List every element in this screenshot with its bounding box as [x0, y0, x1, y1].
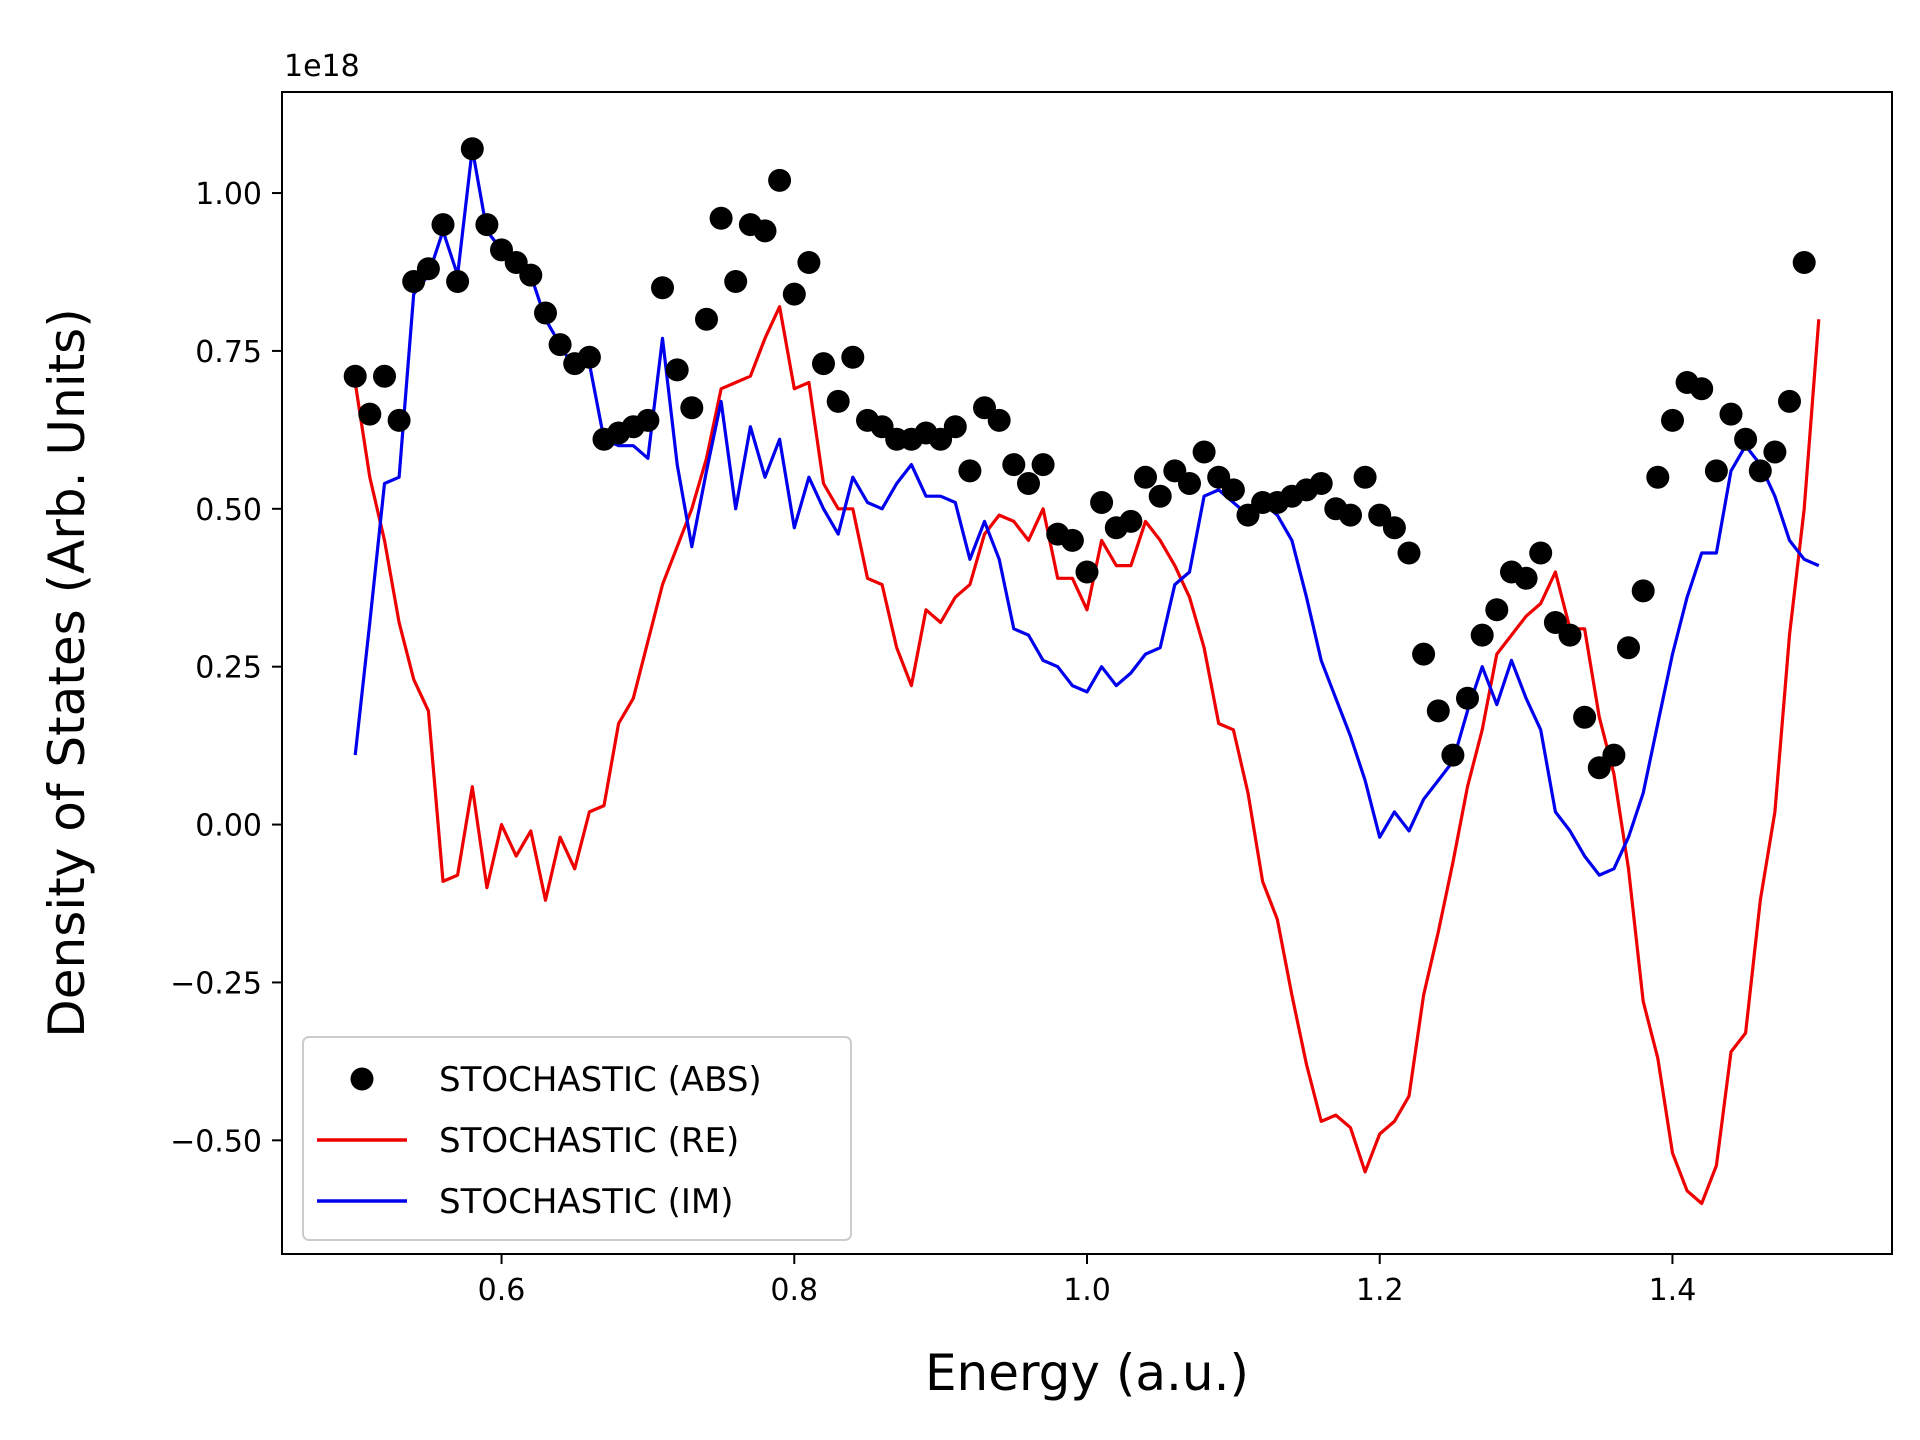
data-point: [680, 396, 704, 420]
data-point: [1661, 408, 1684, 432]
data-point: [987, 408, 1011, 432]
x-tick-label: 1.0: [1063, 1273, 1111, 1308]
legend-box: [302, 1036, 852, 1241]
x-tick-label: 0.8: [770, 1273, 818, 1308]
data-point: [1573, 705, 1597, 729]
data-point: [431, 213, 455, 237]
data-point: [387, 408, 411, 432]
data-point: [1178, 472, 1201, 495]
x-tick-label: 1.4: [1649, 1273, 1697, 1308]
legend: STOCHASTIC (ABS) STOCHASTIC (RE) STOCHASTI…: [302, 1036, 852, 1241]
data-point: [1353, 465, 1377, 489]
y-tick-label: 0.50: [195, 493, 262, 528]
data-point: [1441, 743, 1465, 767]
data-point: [943, 415, 967, 439]
data-point: [1148, 484, 1172, 508]
data-point: [1382, 516, 1406, 540]
legend-handle-marker: [350, 1067, 374, 1091]
data-point: [373, 364, 396, 388]
data-point: [724, 270, 748, 293]
y-tick-label: 1.00: [195, 177, 262, 212]
data-point: [1075, 560, 1099, 584]
data-point: [1339, 503, 1362, 527]
data-point: [753, 219, 777, 243]
data-point: [534, 301, 557, 325]
data-point: [446, 270, 470, 293]
data-point: [577, 345, 601, 369]
data-point: [1397, 541, 1421, 565]
data-point: [1646, 465, 1670, 489]
data-point: [1134, 465, 1157, 489]
series-markers-stochastic-abs: [343, 137, 1816, 780]
data-point: [1602, 743, 1626, 767]
data-point: [1412, 642, 1436, 666]
data-point: [1778, 389, 1801, 413]
data-point: [1529, 541, 1553, 565]
data-point: [1221, 478, 1245, 502]
data-point: [1456, 686, 1479, 710]
data-point: [1031, 453, 1055, 477]
data-point: [1309, 472, 1333, 495]
data-point: [826, 389, 850, 413]
y-axis-offset-text: 1e18: [284, 49, 360, 84]
data-point: [1470, 623, 1494, 647]
data-point: [1017, 472, 1040, 495]
series-line-stochastic-im: [353, 147, 1820, 877]
data-point: [1192, 440, 1216, 464]
data-point: [1719, 402, 1743, 426]
data-point: [695, 307, 718, 331]
data-point: [1090, 491, 1114, 514]
axes: 0.6 0.8 1.0 1.2 1.4 −0.50 −0.25 0.00 0.25 0.50 0.7…: [170, 177, 1696, 1308]
data-point: [1763, 440, 1787, 464]
data-point: [709, 206, 733, 230]
data-point: [1558, 623, 1582, 647]
data-point: [358, 402, 382, 426]
data-point: [1426, 699, 1450, 723]
y-axis-title: Density of States (Arb. Units): [38, 308, 96, 1038]
plot-marks: [343, 137, 1821, 1206]
legend-label: STOCHASTIC (ABS): [439, 1060, 762, 1100]
legend-label: STOCHASTIC (IM): [439, 1182, 734, 1222]
x-tick-label: 1.2: [1356, 1273, 1404, 1308]
data-point: [958, 459, 982, 483]
x-tick-label: 0.6: [478, 1273, 526, 1308]
data-point: [651, 276, 674, 300]
data-point: [797, 251, 821, 274]
data-point: [1690, 377, 1714, 401]
data-point: [665, 358, 689, 382]
data-point: [768, 168, 792, 192]
data-point: [343, 364, 367, 388]
data-point: [416, 257, 440, 281]
y-tick-label: 0.25: [195, 651, 262, 686]
y-tick-label: 0.75: [195, 335, 262, 370]
data-point: [460, 137, 484, 161]
y-tick-label: −0.25: [170, 966, 262, 1001]
data-point: [812, 352, 835, 376]
data-point: [1734, 427, 1758, 451]
y-tick-label: 0.00: [195, 809, 262, 844]
data-point: [636, 408, 660, 432]
data-point: [519, 263, 543, 287]
data-point: [1485, 598, 1509, 622]
data-point: [1060, 528, 1084, 552]
legend-label: STOCHASTIC (RE): [439, 1121, 739, 1161]
y-tick-label: −0.50: [170, 1124, 262, 1159]
data-point: [1002, 453, 1026, 477]
data-point: [1792, 251, 1816, 274]
data-point: [841, 345, 865, 369]
data-point: [475, 213, 499, 237]
data-point: [548, 333, 572, 357]
data-point: [1704, 459, 1728, 483]
data-point: [1631, 579, 1655, 603]
data-point: [1514, 566, 1538, 590]
x-axis-title: Energy (a.u.): [925, 1344, 1249, 1402]
data-point: [1119, 509, 1143, 533]
data-point: [1748, 459, 1772, 483]
data-point: [1617, 636, 1640, 660]
data-point: [782, 282, 806, 306]
